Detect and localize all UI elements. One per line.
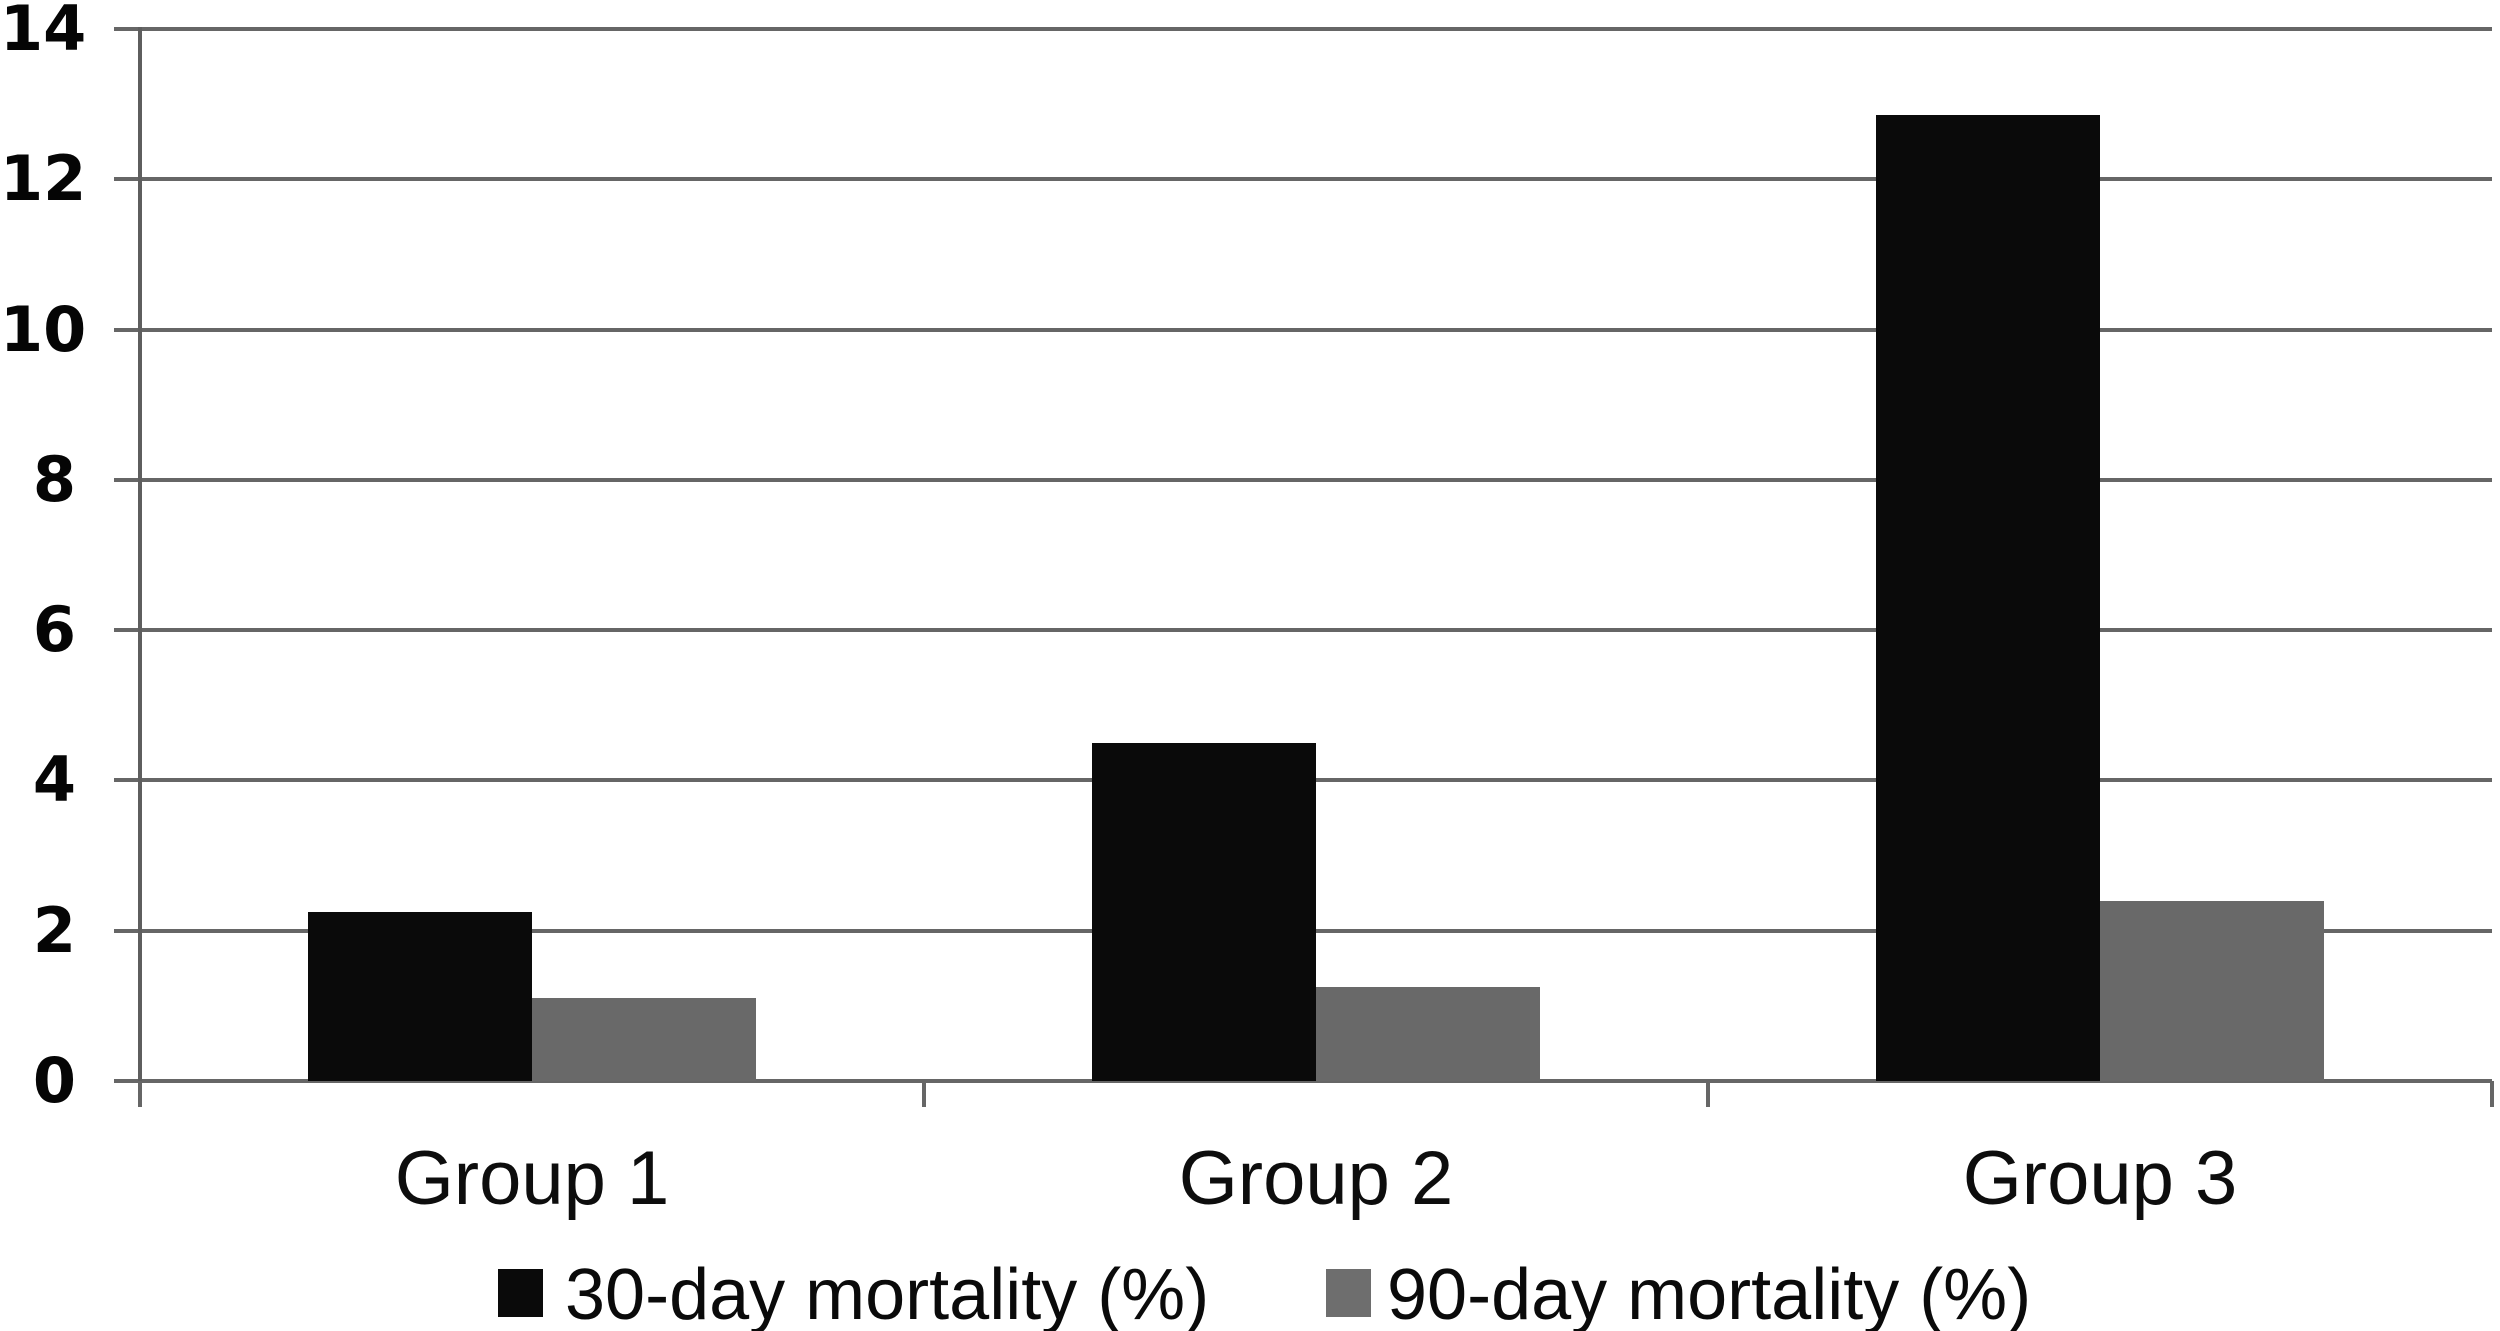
- y-tick-0: [114, 1079, 140, 1083]
- y-axis-line: [138, 27, 142, 1105]
- y-tick-4: [114, 778, 140, 782]
- bar-30-day-group-3: [1876, 115, 2100, 1081]
- y-tick-label-8: 8: [32, 443, 76, 516]
- y-tick-label-0: 0: [32, 1044, 76, 1117]
- x-tick-label-group-2: Group 2: [1178, 1136, 1454, 1221]
- legend-label-30-day: 30-day mortality (%): [565, 1255, 1210, 1331]
- y-tick-label-10: 10: [0, 293, 87, 366]
- y-tick-label-4: 4: [32, 743, 76, 816]
- legend-swatch-90-day-icon: [1326, 1269, 1371, 1317]
- y-tick-label-6: 6: [32, 593, 76, 666]
- bar-90-day-group-1: [532, 998, 756, 1081]
- gridline-y-10: [140, 328, 2492, 332]
- y-tick-14: [114, 27, 140, 31]
- gridline-y-2: [140, 929, 2492, 933]
- legend-swatch-30-day-icon: [498, 1269, 543, 1317]
- gridline-y-0: [140, 1079, 2492, 1083]
- y-tick-label-12: 12: [0, 142, 87, 215]
- gridline-y-14: [140, 27, 2492, 31]
- y-tick-label-2: 2: [32, 894, 76, 967]
- y-tick-label-14: 14: [0, 0, 87, 65]
- x-tick-label-group-1: Group 1: [394, 1136, 670, 1221]
- y-tick-8: [114, 478, 140, 482]
- gridline-y-4: [140, 778, 2492, 782]
- y-tick-12: [114, 177, 140, 181]
- x-tick-2: [1706, 1081, 1710, 1107]
- y-tick-2: [114, 929, 140, 933]
- bar-30-day-group-2: [1092, 743, 1316, 1081]
- bar-90-day-group-3: [2100, 901, 2324, 1081]
- gridline-y-8: [140, 478, 2492, 482]
- x-tick-3: [2490, 1081, 2494, 1107]
- bar-90-day-group-2: [1316, 987, 1540, 1081]
- gridline-y-6: [140, 628, 2492, 632]
- x-tick-1: [922, 1081, 926, 1107]
- y-tick-6: [114, 628, 140, 632]
- gridline-y-12: [140, 177, 2492, 181]
- x-tick-label-group-3: Group 3: [1962, 1136, 2238, 1221]
- legend-label-90-day: 90-day mortality (%): [1387, 1255, 2032, 1331]
- bar-30-day-group-1: [308, 912, 532, 1081]
- x-tick-0: [138, 1081, 142, 1107]
- y-tick-10: [114, 328, 140, 332]
